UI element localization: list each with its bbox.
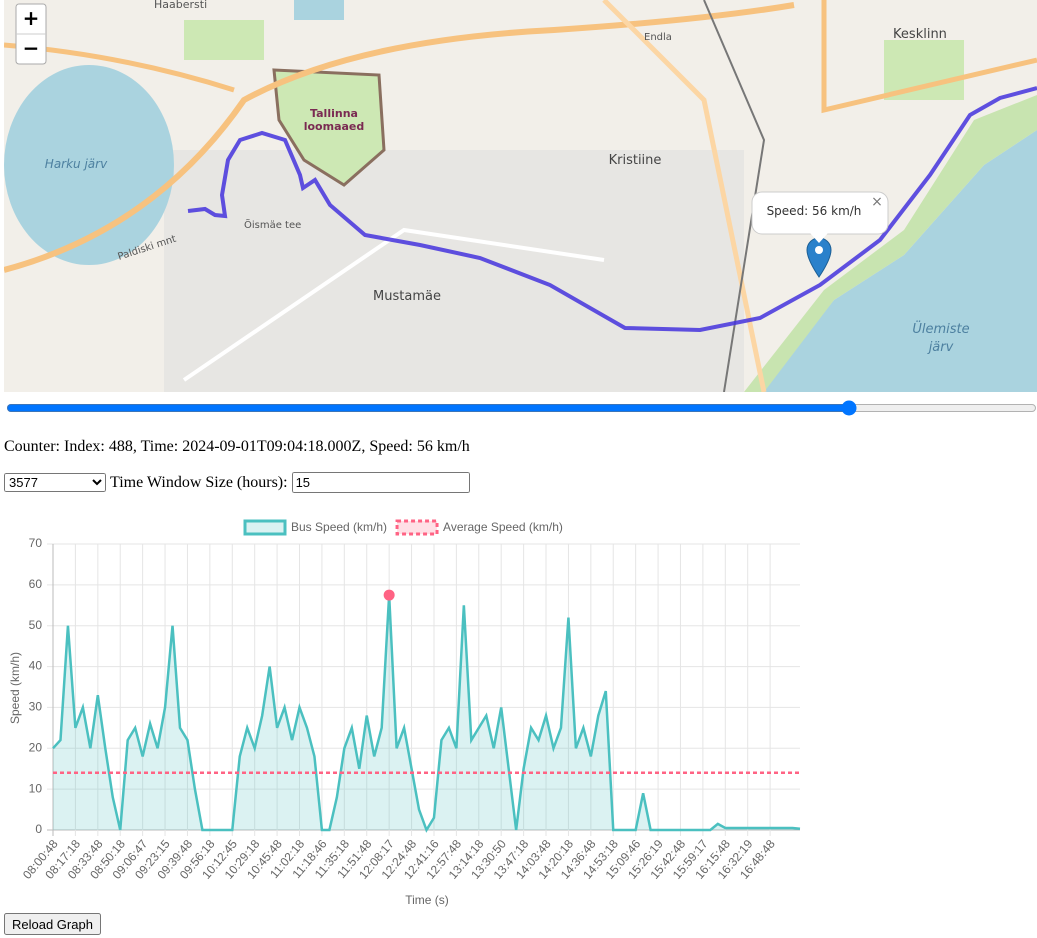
park	[744, 95, 1037, 392]
marker-dot	[815, 246, 823, 254]
popup-text: Speed: 56 km/h	[767, 204, 862, 218]
y-tick-label: 20	[29, 740, 43, 754]
road	[602, 0, 767, 392]
place-label: Mustamäe	[373, 289, 441, 304]
lake	[294, 0, 344, 20]
time-slider[interactable]	[6, 400, 1037, 416]
place-label: Haabersti	[154, 0, 207, 11]
line	[52, 595, 801, 833]
road	[4, 2, 795, 273]
place-label: Tallinna	[310, 107, 358, 120]
y-tick-label: 70	[29, 536, 43, 550]
y-tick-label: 30	[29, 700, 43, 714]
y-tick-label: 40	[29, 659, 43, 673]
place-label: loomaaed	[304, 120, 365, 133]
legend-label: Average Speed (km/h)	[443, 520, 563, 534]
place-label: Ülemiste	[912, 320, 969, 337]
place-label: järv	[927, 340, 954, 355]
zoom-out[interactable]: −	[23, 36, 40, 60]
y-tick-label: 50	[29, 618, 43, 632]
y-tick-label: 10	[29, 781, 43, 795]
road	[182, 227, 605, 382]
lake	[759, 130, 1037, 392]
highlight-point	[383, 589, 395, 601]
zoo-area	[272, 68, 386, 187]
counter-text: Counter: Index: 488, Time: 2024-09-01T09…	[4, 438, 470, 455]
legend-label: Bus Speed (km/h)	[291, 520, 387, 534]
railway	[703, 0, 766, 392]
map[interactable]: Speed: 56 km/h × Harku järv Tallinna loo…	[4, 0, 1037, 392]
road-label: Endla	[644, 32, 672, 43]
place-label: Kesklinn	[893, 27, 947, 42]
urban-area	[164, 150, 744, 392]
legend-swatch	[395, 519, 439, 536]
place-label: Kristiine	[609, 153, 662, 168]
road	[821, 0, 1037, 114]
area	[53, 595, 800, 830]
park	[884, 40, 964, 100]
legend-swatch	[243, 519, 287, 536]
route	[187, 86, 1037, 333]
y-tick-label: 60	[29, 577, 43, 591]
y-axis-title: Speed (km/h)	[8, 652, 22, 724]
road-label: Õismäe tee	[244, 218, 301, 231]
bus-select[interactable]: 3577	[4, 473, 106, 492]
x-axis-title: Time (s)	[405, 893, 449, 907]
controls: 3577 Time Window Size (hours):	[4, 472, 470, 493]
zoom-in[interactable]: +	[23, 6, 40, 30]
reload-button[interactable]: Reload Graph	[4, 913, 101, 935]
window-label: Time Window Size (hours):	[110, 473, 288, 491]
y-tick-label: 0	[35, 822, 42, 836]
park	[184, 20, 264, 60]
window-input[interactable]	[291, 472, 470, 493]
chart: Speed (km/h) Time (s) 01020304050607008:…	[8, 519, 801, 907]
popup-close[interactable]: ×	[871, 194, 883, 210]
popup-tip	[810, 233, 828, 243]
place-label: Harku järv	[45, 157, 108, 171]
